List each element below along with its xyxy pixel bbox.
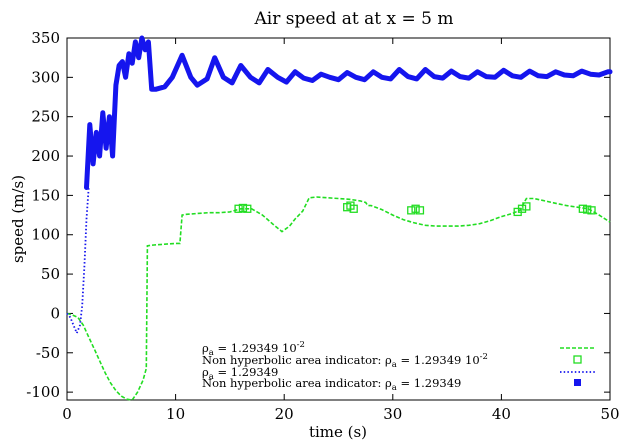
series-2 xyxy=(234,201,596,217)
data-point xyxy=(587,206,596,215)
data-point xyxy=(583,205,592,214)
data-point xyxy=(517,204,527,213)
series-1 xyxy=(66,196,611,401)
y-tick-label: 350 xyxy=(31,29,60,47)
x-tick-label: 10 xyxy=(166,405,185,423)
series-line xyxy=(84,35,613,190)
series-layer xyxy=(66,35,613,401)
y-tick-label: -50 xyxy=(36,344,60,362)
y-axis-label: speed (m/s) xyxy=(9,175,27,263)
legend-label: Non hyperbolic area indicator: ρa = 1.29… xyxy=(202,376,461,393)
legend-swatch xyxy=(573,355,582,364)
x-tick-label: 20 xyxy=(275,405,294,423)
data-point xyxy=(415,206,425,215)
data-point xyxy=(234,204,243,213)
chart-title: Air speed at at x = 5 m xyxy=(254,9,454,29)
y-tick-label: 300 xyxy=(31,68,60,86)
x-axis-label: time (s) xyxy=(309,423,367,441)
y-tick-label: 250 xyxy=(31,108,60,126)
x-tick-label: 50 xyxy=(600,405,619,423)
y-tick-label: 200 xyxy=(31,147,60,165)
x-tick-label: 0 xyxy=(62,405,72,423)
y-tick-label: 0 xyxy=(50,304,60,322)
x-tick-label: 40 xyxy=(492,405,511,423)
data-point xyxy=(578,204,587,213)
data-point xyxy=(238,203,248,213)
series-3 xyxy=(66,187,90,336)
plot-area-frame xyxy=(66,37,611,401)
data-point xyxy=(243,204,252,213)
y-tick-label: 150 xyxy=(31,186,60,204)
y-tick-label: -100 xyxy=(26,383,60,401)
y-tick-label: 50 xyxy=(41,265,60,283)
data-point xyxy=(411,204,420,213)
axis-ticks: 0 10 20 30 40 50 -100 -50 0 50 100 150 200 250 300 350 xyxy=(26,29,619,423)
legend-label: ρa = 1.29349 xyxy=(202,365,278,382)
x-tick-label: 30 xyxy=(383,405,402,423)
legend-label: ρa = 1.29349 10-2 xyxy=(202,340,305,358)
legend-label: Non hyperbolic area indicator: ρa = 1.29… xyxy=(202,352,488,370)
data-point xyxy=(407,206,416,215)
y-tick-label: 100 xyxy=(31,226,60,244)
legend-swatch xyxy=(574,379,581,386)
series-line xyxy=(66,196,611,401)
series-line xyxy=(66,187,90,336)
data-point xyxy=(522,202,531,211)
series-4 xyxy=(84,35,613,190)
data-point xyxy=(349,204,358,213)
